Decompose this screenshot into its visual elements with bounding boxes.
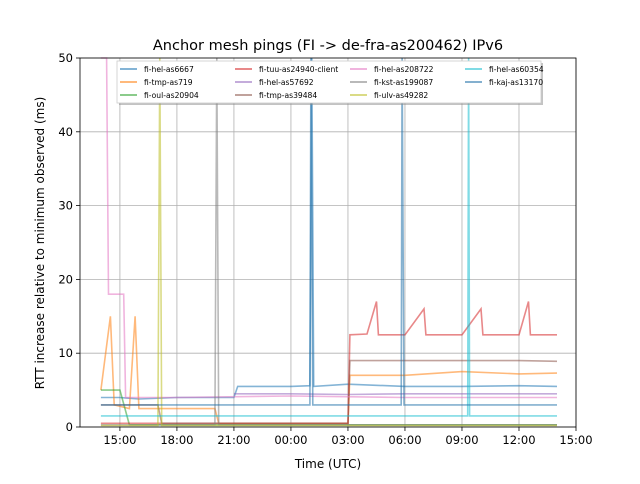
series-line-fi-ulv-as49282 [100,57,557,427]
plot-frame [79,57,577,428]
x-tick-label: 03:00 [331,433,364,447]
y-tick-label: 30 [58,199,73,213]
legend-label: fi-kaj-as13170 [489,78,543,87]
series-line-fi-tmp-as719 [100,316,558,425]
x-tick-label: 21:00 [217,433,250,447]
series-line-fi-kst-as199087 [100,57,557,426]
x-tick-label: 06:00 [388,433,421,447]
x-tick-label: 15:00 [103,433,136,447]
x-tick-label: 18:00 [160,433,193,447]
series-line-fi-kaj-as13170 [100,57,557,406]
legend-label: fi-hel-as208722 [374,65,434,74]
y-tick-label: 40 [58,125,73,139]
legend-label: fi-tmp-as39484 [259,91,317,100]
x-tick-label: 00:00 [274,433,307,447]
y-tick-label: 50 [58,51,73,65]
chart-title: Anchor mesh pings (FI -> de-fra-as200462… [153,38,503,54]
legend-label: fi-hel-as57692 [259,78,314,87]
legend-label: fi-tmp-as719 [144,78,193,87]
y-axis-label: RTT increase relative to minimum observe… [33,97,47,390]
legend-label: fi-hel-as60354 [489,65,544,74]
x-tick-label: 15:00 [559,433,592,447]
series-line-fi-tmp-as39484 [100,359,558,425]
legend-label: fi-hel-as6667 [144,65,194,74]
y-tick-label: 0 [66,420,73,434]
x-tick-label: 12:00 [502,433,535,447]
y-tick-label: 20 [58,272,73,286]
series-line-fi-hel-as208722 [100,57,557,399]
y-tick-label: 10 [58,346,73,360]
series-line-fi-hel-as6667 [100,57,558,400]
legend-label: fi-kst-as199087 [374,78,433,87]
series-line-fi-oul-as20904 [100,389,557,426]
legend-label: fi-ulv-as49282 [374,91,428,100]
series-line-fi-hel-as57692 [233,392,557,396]
x-axis-label: Time (UTC) [294,457,361,471]
series-line-fi-hel-as60354 [100,57,557,417]
legend-label: fi-oul-as20904 [144,91,199,100]
grid [80,57,577,428]
legend: fi-hel-as6667 fi-tmp-as719 fi-oul-as20904 f… [116,60,544,105]
axis-ticks: 15:00 18:00 21:00 00:00 03:00 06:00 09:00 12:00… [58,51,592,447]
legend-label: fi-tuu-as24940-client [259,65,338,74]
x-tick-label: 09:00 [445,433,478,447]
series-lines [100,57,558,427]
